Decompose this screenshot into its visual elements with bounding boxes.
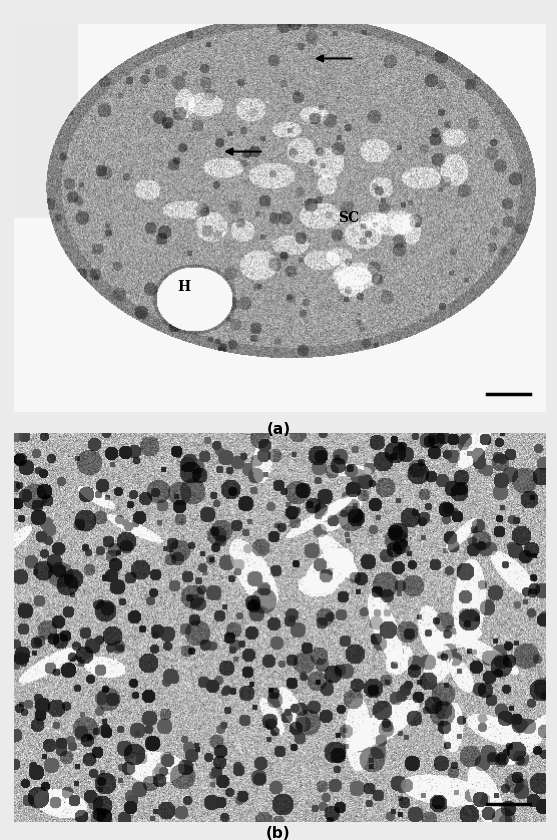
Text: (a): (a) bbox=[266, 422, 291, 437]
Text: H: H bbox=[178, 281, 190, 294]
Text: SC: SC bbox=[339, 211, 360, 224]
Text: (b): (b) bbox=[266, 826, 291, 840]
